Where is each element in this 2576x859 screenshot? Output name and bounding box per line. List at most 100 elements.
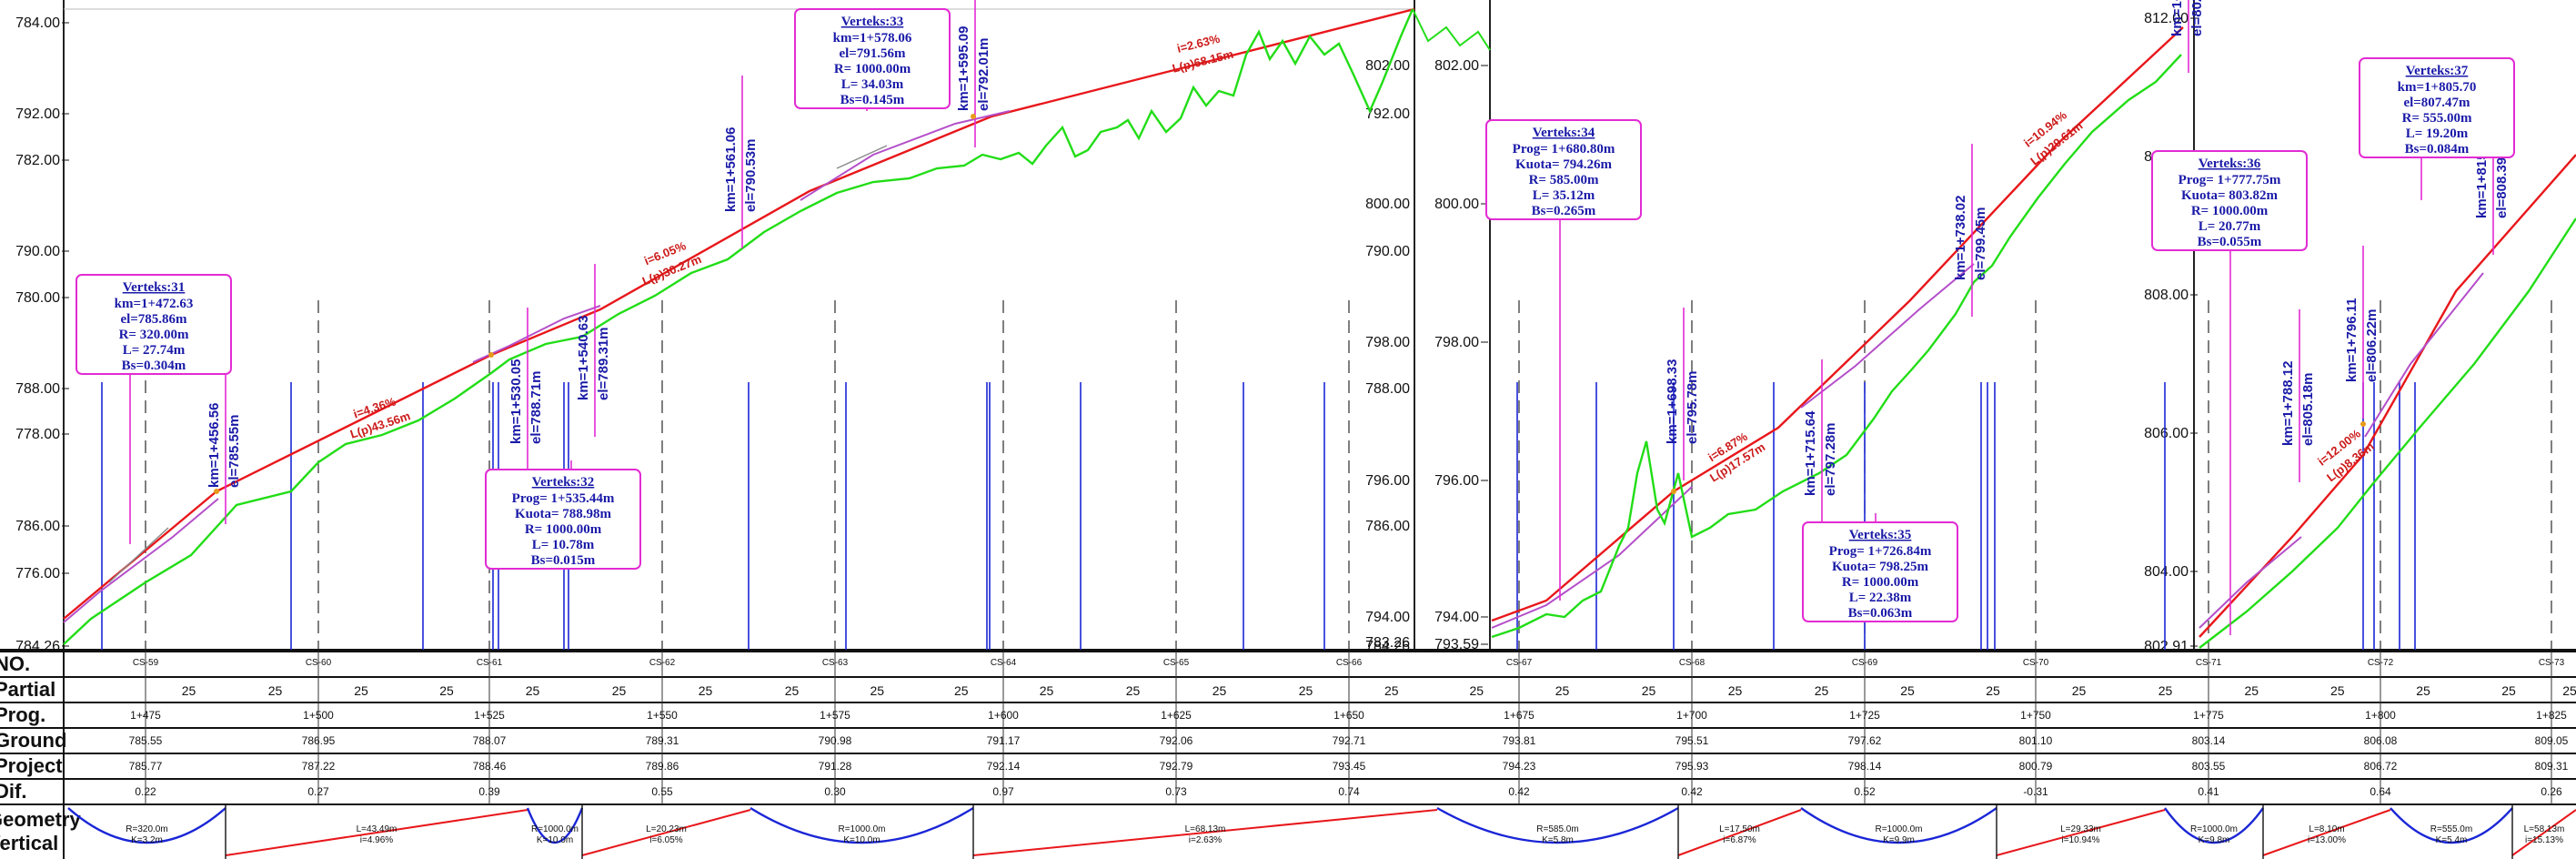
station-el-text: el=797.28m — [1823, 423, 1838, 497]
project-value: 798.14 — [1848, 760, 1882, 773]
vertex-line: Kuota= 798.25m — [1832, 560, 1929, 574]
vertical-curve-arc — [67, 807, 226, 844]
table-row-label: Ground — [0, 729, 66, 752]
station-km-text: km=1+456.56 — [206, 403, 222, 488]
vertical-curve-line — [1800, 263, 1975, 409]
partial-distance: 25 — [2330, 683, 2345, 698]
vertex-box — [1802, 521, 1958, 622]
partial-distance: 25 — [1384, 683, 1399, 698]
difference-value: 0.22 — [135, 785, 156, 798]
vertex-box — [794, 8, 951, 109]
station-el-text: el=785.55m — [226, 415, 242, 489]
ground-value: 806.08 — [2364, 734, 2398, 747]
existing-line — [108, 527, 169, 583]
geometry-text-1: L=29.33m — [2060, 824, 2101, 834]
station-label: km=1+530.05 el=788.71m — [508, 359, 544, 444]
station-value: 1+650 — [1333, 709, 1364, 722]
vertex-line: km=1+578.06 — [833, 31, 912, 45]
vertex-line: Kuota= 803.82m — [2181, 188, 2279, 203]
cross-section-name: CS-69 — [1852, 658, 1878, 668]
vertex-line: R= 1000.00m — [1842, 575, 1919, 590]
geometry-text-1: L=20.23m — [646, 824, 687, 834]
vertical-curve-line — [2199, 536, 2302, 629]
geometry-text-1: L=17.50m — [1719, 824, 1760, 834]
vertex-line: Kuota= 788.98m — [515, 507, 612, 521]
partial-distance: 25 — [612, 683, 627, 698]
partial-distance: 25 — [870, 683, 884, 698]
grid-layer: 784.00 792.00 782.00 790.00 780.00 788.00 778.… — [0, 0, 2576, 654]
partial-distance: 25 — [439, 683, 454, 698]
ground-value: 791.17 — [987, 734, 1021, 747]
difference-value: -0.31 — [2023, 785, 2048, 798]
cross-section-name: CS-61 — [477, 658, 503, 668]
partial-distance: 25 — [2244, 683, 2259, 698]
difference-value: 0.30 — [824, 785, 846, 798]
table-row-label: NO. — [0, 652, 30, 675]
vertical-curve-arc — [1800, 807, 1997, 844]
partial-distance: 25 — [1986, 683, 2000, 698]
vertical-curve-line — [800, 110, 1011, 201]
station-km-text: km=1+715.64 — [1803, 410, 1818, 496]
station-value: 1+625 — [1161, 709, 1192, 722]
project-value: 803.55 — [2192, 760, 2226, 773]
geometry-text-2: i=4.96% — [360, 835, 394, 845]
station-km-text: km=1+530.05 — [508, 359, 524, 444]
station-km-text: km=1+796.11 — [2344, 298, 2360, 382]
vertex-line: el=791.56m — [839, 46, 906, 61]
vertical-curve-line — [63, 498, 219, 623]
elevation-label: 790.00 — [15, 244, 60, 259]
elevation-label: 806.00 — [2144, 426, 2189, 441]
geometry-text-1: R=1000.0m — [531, 824, 579, 834]
station-label: km=1+698.33 el=795.78m — [1665, 359, 1700, 444]
elevation-label: 808.00 — [2144, 288, 2189, 303]
station-label: km=1+796.11 el=806.22m — [2344, 298, 2380, 382]
partial-distance: 25 — [182, 683, 196, 698]
partial-distance: 25 — [1040, 683, 1054, 698]
vertical-curve-arc — [2390, 807, 2513, 844]
table-row-label: Project — [0, 754, 63, 777]
geometry-text-1: R=555.0m — [2430, 824, 2472, 834]
vertical-curve-line — [1491, 486, 1693, 629]
station-value: 1+525 — [474, 709, 505, 722]
vertical-curve-arc — [1436, 806, 1679, 844]
vertex-title: Verteks:36 — [2199, 157, 2261, 171]
difference-value: 0.64 — [2370, 785, 2391, 798]
partial-distance: 25 — [1900, 683, 1915, 698]
geometry-text-2: i=6.05% — [649, 835, 683, 845]
elevation-label: 778.00 — [15, 427, 60, 442]
ground-value: 786.95 — [302, 734, 336, 747]
grade-segment-line — [2262, 809, 2391, 856]
vertex-title: Verteks:37 — [2406, 64, 2469, 78]
partial-distance: 25 — [785, 683, 800, 698]
station-km-text: km=1+788.12 — [2280, 361, 2296, 446]
project-value: 806.72 — [2364, 760, 2398, 773]
vertex-marker — [1671, 489, 1676, 494]
elevation-label: 792.00 — [15, 106, 60, 122]
vertex-line: R= 1000.00m — [834, 62, 911, 76]
station-label: km=1+561.06 el=790.53m — [723, 127, 759, 212]
station-el-text: el=806.22m — [2364, 309, 2380, 383]
station-value: 1+775 — [2193, 709, 2224, 722]
project-value: 788.46 — [473, 760, 507, 773]
ground-value: 792.06 — [1160, 734, 1193, 747]
vertex-line: el=807.47m — [2403, 96, 2470, 110]
difference-value: 0.42 — [1681, 785, 1703, 798]
cross-section-name: CS-62 — [649, 658, 676, 668]
elevation-label: 812.00 — [2144, 11, 2189, 26]
ground-value: 785.55 — [129, 734, 163, 747]
ground-value: 795.51 — [1675, 734, 1709, 747]
vertex-line: L= 27.74m — [123, 343, 186, 358]
project-value: 792.79 — [1160, 760, 1193, 773]
elevation-label: 786.00 — [15, 519, 60, 534]
station-km-text: km=1+738.02 — [1953, 196, 1968, 280]
elevation-label-right: 786.00 — [1365, 519, 1410, 534]
partial-distance: 25 — [699, 683, 713, 698]
difference-value: 0.55 — [651, 785, 673, 798]
geometry-text-1: L=8.10m — [2309, 824, 2344, 834]
grade-segment-line — [1996, 809, 2166, 856]
vertex-line: R= 585.00m — [1529, 173, 1599, 187]
project-value: 791.28 — [819, 760, 852, 773]
difference-value: 0.97 — [992, 785, 1014, 798]
vertical-curve-arc — [526, 807, 584, 844]
